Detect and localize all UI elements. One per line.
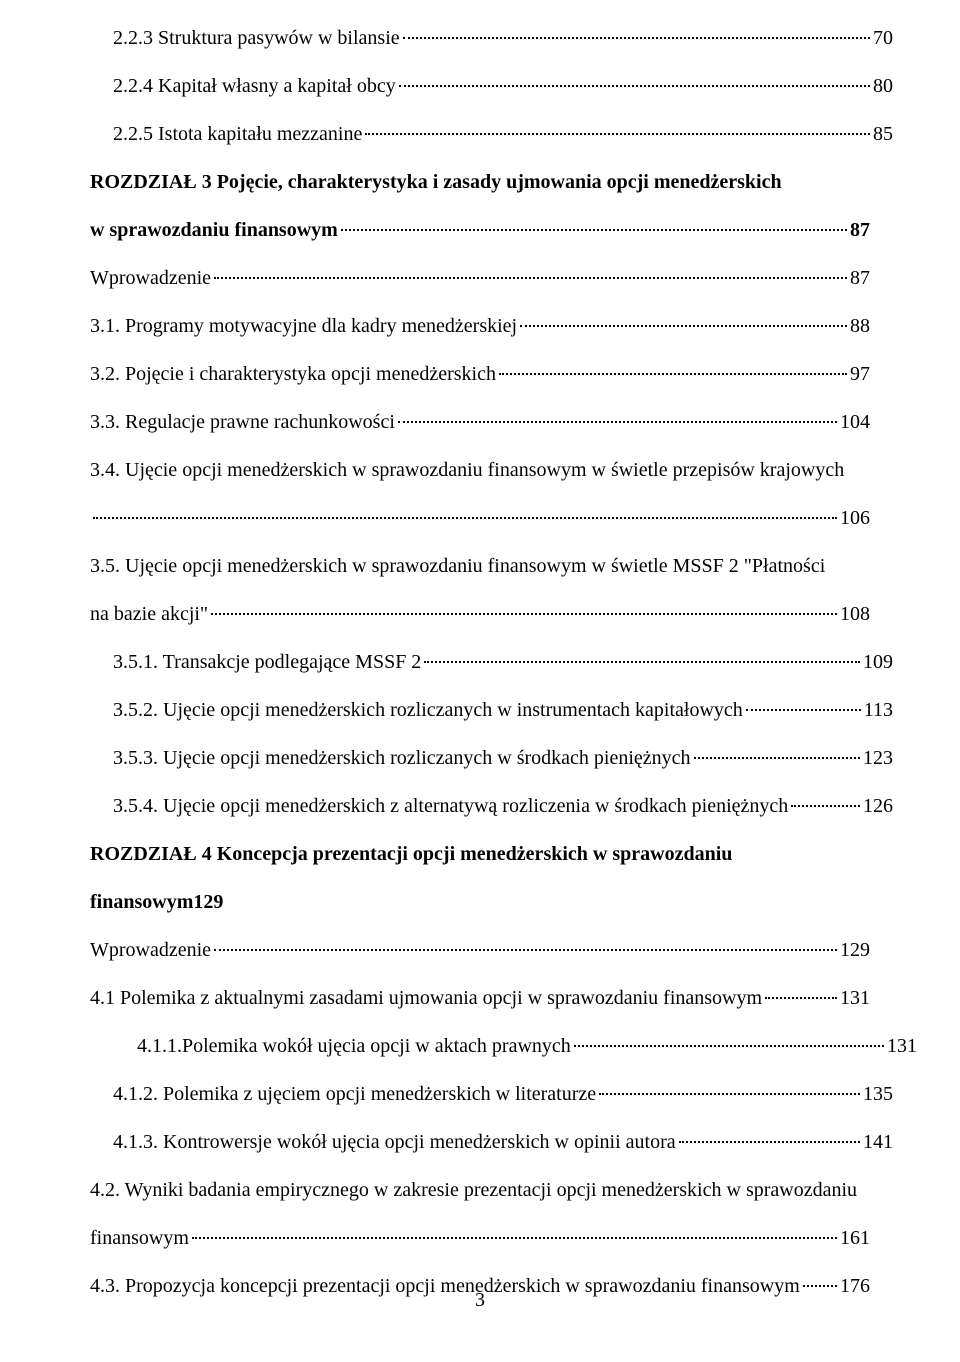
toc-entry-page: 87 (850, 254, 870, 302)
toc-entry-label: 4.1.1.Polemika wokół ujęcia opcji w akta… (137, 1022, 571, 1070)
toc-entry: 3.5.1. Transakcje podlegające MSSF 2 109 (90, 638, 893, 686)
toc-entry-label: 3.5.4. Ujęcie opcji menedżerskich z alte… (113, 782, 788, 830)
toc-leader (93, 501, 837, 519)
toc-entry-page: 104 (840, 398, 870, 446)
toc-leader (365, 117, 870, 135)
toc-entry-label: Wprowadzenie (90, 254, 211, 302)
toc-leader (211, 597, 837, 615)
toc-entry-label: 3.5.1. Transakcje podlegające MSSF 2 (113, 638, 421, 686)
toc-entry: 4.1.2. Polemika z ujęciem opcji menedżer… (90, 1070, 893, 1118)
toc-entry-page: 106 (840, 494, 870, 542)
toc-entry-label: 3.1. Programy motywacyjne dla kadry mene… (90, 302, 517, 350)
toc-entry-last-row: finansowym 161 (90, 1214, 870, 1262)
toc-entry-label: 4.1 Polemika z aktualnymi zasadami ujmow… (90, 974, 762, 1022)
toc-entry-page: 113 (864, 686, 893, 734)
toc-entry: 4.2. Wyniki badania empirycznego w zakre… (90, 1166, 870, 1262)
toc-entry: 3.3. Regulacje prawne rachunkowości 104 (90, 398, 870, 446)
toc-entry-page: 161 (840, 1214, 870, 1262)
toc-entry-label: 4.1.2. Polemika z ujęciem opcji menedżer… (113, 1070, 596, 1118)
toc-leader (694, 741, 860, 759)
table-of-contents: 2.2.3 Struktura pasywów w bilansie702.2.… (90, 14, 870, 1310)
toc-entry-label: 3.5.3. Ujęcie opcji menedżerskich rozlic… (113, 734, 691, 782)
toc-leader (599, 1077, 860, 1095)
toc-leader (214, 261, 847, 279)
toc-entry: 4.1 Polemika z aktualnymi zasadami ujmow… (90, 974, 870, 1022)
toc-leader (746, 693, 861, 711)
toc-leader (403, 21, 870, 39)
toc-entry-page: 131 (887, 1022, 917, 1070)
toc-entry: 4.1.1.Polemika wokół ujęcia opcji w akta… (90, 1022, 917, 1070)
toc-entry: Wprowadzenie 129 (90, 926, 870, 974)
toc-entry-label: 3.4. Ujęcie opcji menedżerskich w sprawo… (90, 446, 870, 494)
toc-leader (398, 405, 837, 423)
toc-entry-label: Wprowadzenie (90, 926, 211, 974)
toc-entry-last-row: 106 (90, 494, 870, 542)
toc-entry: ROZDZIAŁ 4 Koncepcja prezentacji opcji m… (90, 830, 870, 926)
toc-entry-label: 3.2. Pojęcie i charakterystyka opcji men… (90, 350, 496, 398)
document-page: 2.2.3 Struktura pasywów w bilansie702.2.… (0, 0, 960, 1362)
toc-leader (803, 1269, 837, 1287)
toc-entry: 3.2. Pojęcie i charakterystyka opcji men… (90, 350, 870, 398)
toc-entry-page: 126 (863, 782, 893, 830)
toc-leader (192, 1221, 837, 1239)
toc-entry-label: 3.5. Ujęcie opcji menedżerskich w sprawo… (90, 542, 870, 590)
toc-entry: ROZDZIAŁ 3 Pojęcie, charakterystyka i za… (90, 158, 870, 254)
toc-entry-label-cont: w sprawozdaniu finansowym (90, 206, 338, 254)
toc-entry-page: 108 (840, 590, 870, 638)
toc-entry: 4.1.3. Kontrowersje wokół ujęcia opcji m… (90, 1118, 893, 1166)
toc-leader (424, 645, 860, 663)
toc-entry-label: 3.3. Regulacje prawne rachunkowości (90, 398, 395, 446)
toc-entry-label: 2.2.3 Struktura pasywów w bilansie (113, 14, 400, 62)
toc-entry-label: ROZDZIAŁ 3 Pojęcie, charakterystyka i za… (90, 158, 870, 206)
toc-entry-page: 131 (840, 974, 870, 1022)
toc-entry-label: 4.1.3. Kontrowersje wokół ujęcia opcji m… (113, 1118, 676, 1166)
toc-entry-page: 141 (863, 1118, 893, 1166)
page-number: 3 (0, 1289, 960, 1312)
toc-leader (341, 213, 847, 231)
toc-entry-label: ROZDZIAŁ 4 Koncepcja prezentacji opcji m… (90, 843, 732, 913)
toc-entry-last-row: na bazie akcji" 108 (90, 590, 870, 638)
toc-entry-page: 97 (850, 350, 870, 398)
toc-leader (765, 981, 837, 999)
toc-leader (791, 789, 860, 807)
toc-entry-label-cont: na bazie akcji" (90, 590, 208, 638)
toc-leader (679, 1125, 860, 1143)
toc-entry-page: 129 (193, 891, 223, 913)
toc-entry-label: 2.2.4 Kapitał własny a kapitał obcy (113, 62, 396, 110)
toc-leader (499, 357, 847, 375)
toc-entry-label: 4.2. Wyniki badania empirycznego w zakre… (90, 1166, 870, 1214)
toc-entry-page: 109 (863, 638, 893, 686)
toc-entry: 3.4. Ujęcie opcji menedżerskich w sprawo… (90, 446, 870, 542)
toc-entry-page: 85 (873, 110, 893, 158)
toc-entry: 2.2.3 Struktura pasywów w bilansie 70 (90, 14, 893, 62)
toc-leader (520, 309, 847, 327)
toc-leader (574, 1029, 884, 1047)
toc-entry-page: 129 (840, 926, 870, 974)
toc-entry: 3.5.3. Ujęcie opcji menedżerskich rozlic… (90, 734, 893, 782)
toc-entry: 2.2.4 Kapitał własny a kapitał obcy 80 (90, 62, 893, 110)
toc-entry: 3.5. Ujęcie opcji menedżerskich w sprawo… (90, 542, 870, 638)
toc-entry: 2.2.5 Istota kapitału mezzanine 85 (90, 110, 893, 158)
toc-entry-label: 2.2.5 Istota kapitału mezzanine (113, 110, 362, 158)
toc-entry: Wprowadzenie 87 (90, 254, 870, 302)
toc-entry-page: 87 (850, 206, 870, 254)
toc-leader (214, 933, 837, 951)
toc-entry: 3.5.4. Ujęcie opcji menedżerskich z alte… (90, 782, 893, 830)
toc-entry: 3.1. Programy motywacyjne dla kadry mene… (90, 302, 870, 350)
toc-entry-page: 135 (863, 1070, 893, 1118)
toc-entry-label-cont: finansowym (90, 1214, 189, 1262)
toc-entry-page: 80 (873, 62, 893, 110)
toc-leader (399, 69, 870, 87)
toc-entry-page: 70 (873, 14, 893, 62)
toc-entry-last-row: w sprawozdaniu finansowym 87 (90, 206, 870, 254)
toc-entry-label: 3.5.2. Ujęcie opcji menedżerskich rozlic… (113, 686, 743, 734)
toc-entry: 3.5.2. Ujęcie opcji menedżerskich rozlic… (90, 686, 893, 734)
toc-entry-page: 123 (863, 734, 893, 782)
toc-entry-page: 88 (850, 302, 870, 350)
